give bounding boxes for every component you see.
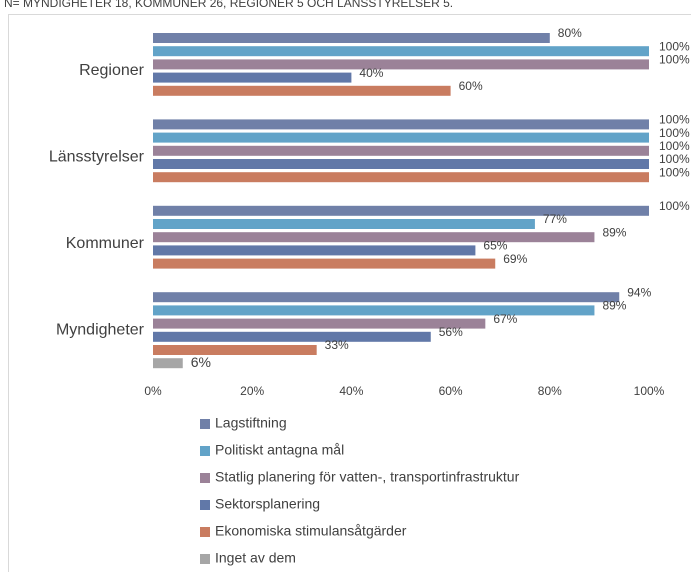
legend-label: Lagstiftning: [215, 415, 287, 431]
bar: [153, 345, 317, 355]
x-tick-label: 40%: [339, 384, 363, 398]
value-label: 100%: [659, 53, 690, 67]
value-label: 77%: [543, 212, 567, 226]
value-label: 100%: [659, 165, 690, 179]
legend-swatch: [200, 554, 210, 564]
value-label: 100%: [659, 139, 690, 153]
value-label: 100%: [659, 126, 690, 140]
bar: [153, 59, 649, 70]
value-label: 60%: [459, 79, 483, 93]
legend-label: Inget av dem: [215, 550, 296, 566]
bar: [153, 292, 620, 303]
value-label: 94%: [627, 285, 651, 299]
x-tick-label: 100%: [634, 384, 665, 398]
bar: [153, 205, 649, 216]
legend-swatch: [200, 527, 210, 537]
x-tick-label: 60%: [439, 384, 463, 398]
bar: [153, 85, 451, 96]
bar: [153, 232, 595, 243]
value-label: 100%: [659, 113, 690, 127]
chart-frame: [8, 14, 691, 572]
value-label: 40%: [359, 66, 383, 80]
bar: [153, 305, 595, 316]
x-tick-label: 20%: [240, 384, 264, 398]
bar: [153, 219, 535, 229]
bar: [153, 119, 649, 130]
legend-swatch: [200, 419, 210, 429]
legend-swatch: [200, 473, 210, 483]
legend-swatch: [200, 446, 210, 456]
bar: [153, 46, 649, 57]
bar: [153, 258, 496, 269]
bar: [153, 132, 649, 143]
legend-label: Politiskt antagna mål: [215, 442, 344, 458]
legend-swatch: [200, 500, 210, 510]
value-label: 69%: [503, 252, 527, 266]
category-label: Kommuner: [66, 235, 145, 252]
value-label: 80%: [558, 26, 582, 40]
x-tick-label: 0%: [144, 384, 162, 398]
category-label: Regioner: [79, 62, 145, 79]
bar: [153, 318, 486, 329]
bar: [153, 331, 431, 342]
legend-label: Ekonomiska stimulansåtgärder: [215, 523, 407, 539]
bar: [153, 245, 476, 256]
value-label: 89%: [602, 299, 626, 313]
bar: [153, 172, 649, 183]
category-label: Länsstyrelser: [49, 149, 145, 166]
value-label: 65%: [483, 239, 507, 253]
category-label: Myndigheter: [56, 321, 145, 338]
bar: [153, 145, 649, 156]
chart-subtitle: N= MYNDIGHETER 18, KOMMUNER 26, REGIONER…: [4, 0, 453, 10]
value-label: 100%: [659, 199, 690, 213]
value-label: 100%: [659, 39, 690, 53]
legend-label: Statlig planering för vatten-, transport…: [215, 469, 520, 485]
value-label: 100%: [659, 152, 690, 166]
value-label: 6%: [191, 354, 211, 370]
value-label: 33%: [325, 338, 349, 352]
bar: [153, 72, 352, 83]
legend-label: Sektorsplanering: [215, 496, 320, 512]
bar: [153, 159, 649, 169]
value-label: 67%: [493, 312, 517, 326]
bar: [153, 33, 550, 43]
x-tick-label: 80%: [538, 384, 562, 398]
bar: [153, 358, 183, 369]
value-label: 56%: [439, 325, 463, 339]
value-label: 89%: [602, 225, 626, 239]
